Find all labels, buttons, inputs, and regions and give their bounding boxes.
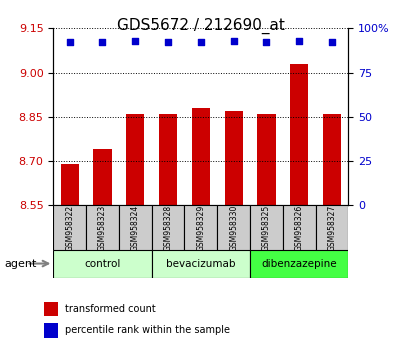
Text: GSM958330: GSM958330 — [229, 204, 238, 251]
Text: GSM958325: GSM958325 — [261, 204, 270, 251]
Text: GSM958323: GSM958323 — [98, 204, 107, 251]
Bar — [151, 250, 249, 278]
Bar — [224, 111, 242, 205]
Text: GSM958324: GSM958324 — [130, 204, 139, 251]
Text: transformed count: transformed count — [65, 304, 156, 314]
Bar — [184, 205, 217, 250]
Bar — [322, 114, 340, 205]
Text: dibenzazepine: dibenzazepine — [261, 259, 336, 269]
Point — [230, 38, 236, 44]
Bar — [119, 205, 151, 250]
Point — [66, 40, 73, 45]
Bar — [290, 64, 308, 205]
Bar — [257, 114, 275, 205]
Bar — [45, 302, 58, 316]
Point — [197, 40, 204, 45]
Text: GSM958327: GSM958327 — [327, 204, 336, 251]
Text: GSM958329: GSM958329 — [196, 204, 205, 251]
Text: agent: agent — [4, 259, 36, 269]
Text: control: control — [84, 259, 120, 269]
Bar — [53, 250, 151, 278]
Text: percentile rank within the sample: percentile rank within the sample — [65, 325, 230, 336]
Bar — [93, 149, 111, 205]
Text: GSM958322: GSM958322 — [65, 204, 74, 251]
Bar — [249, 205, 282, 250]
Bar — [282, 205, 315, 250]
Point — [132, 38, 138, 44]
Bar — [217, 205, 249, 250]
Bar — [151, 205, 184, 250]
Point — [99, 40, 106, 45]
Point — [164, 40, 171, 45]
Point — [263, 40, 269, 45]
Bar — [86, 205, 119, 250]
Bar — [53, 205, 86, 250]
Bar — [191, 108, 209, 205]
Bar — [61, 164, 79, 205]
Text: bevacizumab: bevacizumab — [166, 259, 235, 269]
Bar — [315, 205, 348, 250]
Bar — [249, 250, 348, 278]
Text: GSM958328: GSM958328 — [163, 204, 172, 251]
Point — [295, 38, 302, 44]
Point — [328, 40, 335, 45]
Bar — [159, 114, 177, 205]
Text: GSM958326: GSM958326 — [294, 204, 303, 251]
Bar — [45, 323, 58, 338]
Bar — [126, 114, 144, 205]
Text: GDS5672 / 212690_at: GDS5672 / 212690_at — [117, 18, 284, 34]
